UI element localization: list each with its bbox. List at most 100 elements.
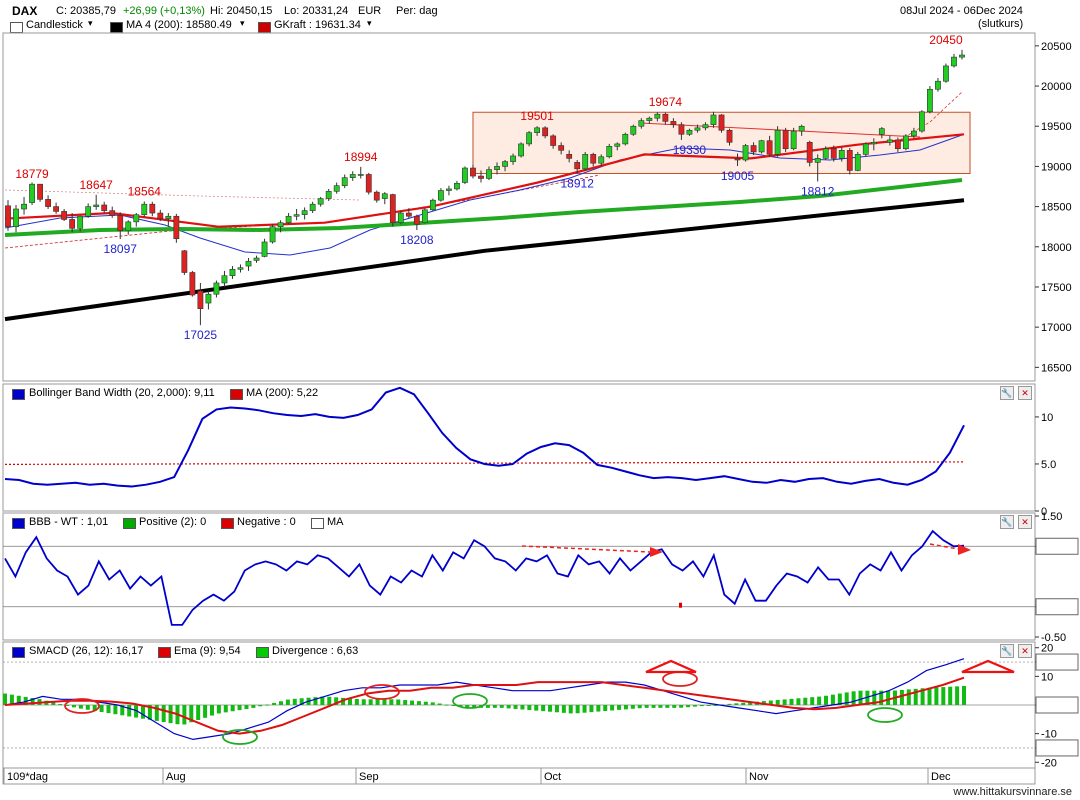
candle bbox=[125, 221, 132, 232]
bbw-y-tick-1: 5.0 bbox=[1041, 459, 1056, 471]
divergence-bar bbox=[127, 705, 132, 717]
candle bbox=[373, 191, 380, 201]
candle bbox=[45, 199, 51, 207]
candle bbox=[710, 114, 717, 125]
divergence-bar bbox=[548, 705, 553, 712]
bbb-arrow-head bbox=[650, 547, 663, 557]
divergence-bar bbox=[396, 699, 401, 705]
candle bbox=[550, 135, 557, 146]
divergence-bar bbox=[837, 693, 842, 705]
main-y-tick-4: 18500 bbox=[1041, 202, 1072, 214]
main-y-tick-5: 18000 bbox=[1041, 242, 1072, 254]
bbb-close-icon[interactable]: ✕ bbox=[1018, 515, 1032, 529]
candle bbox=[333, 185, 340, 192]
candle bbox=[894, 139, 901, 150]
divergence-bar bbox=[368, 699, 373, 705]
divergence-bar bbox=[934, 687, 939, 705]
main-y-tick-0: 20500 bbox=[1041, 41, 1072, 53]
candle bbox=[397, 212, 404, 223]
candle bbox=[854, 154, 861, 171]
bbw-ma-swatch bbox=[230, 389, 243, 400]
candle bbox=[277, 222, 284, 227]
price-annotation-0: 20450 bbox=[929, 33, 963, 47]
close-note: (slutkurs) bbox=[978, 18, 1024, 30]
green-ma-line bbox=[4, 178, 963, 237]
macd-settings-icon[interactable]: 🔧 bbox=[1000, 644, 1014, 658]
divergence-bar bbox=[603, 705, 608, 712]
candle bbox=[421, 209, 428, 223]
candle bbox=[694, 127, 701, 131]
macd-boxed-tick-0 bbox=[1035, 653, 1079, 671]
candle bbox=[149, 203, 156, 214]
divergence-bar bbox=[106, 705, 111, 714]
divergence-bar bbox=[906, 689, 911, 705]
candle bbox=[301, 210, 308, 215]
bbb-settings-icon[interactable]: 🔧 bbox=[1000, 515, 1014, 529]
macd-y-tick-6: -20 bbox=[1041, 757, 1057, 769]
divergence-bar bbox=[140, 705, 145, 719]
candle bbox=[117, 215, 124, 232]
candle bbox=[870, 142, 877, 145]
bbb-y-tick-3: -0.50 bbox=[1041, 632, 1066, 644]
candle bbox=[654, 113, 661, 119]
macd-boxed-tick-1 bbox=[1035, 696, 1079, 714]
divergence-bar bbox=[251, 705, 256, 708]
ema-line bbox=[4, 676, 965, 735]
candle bbox=[173, 215, 180, 240]
divergence-swatch bbox=[256, 647, 269, 658]
macd-y-tick-4: -10 bbox=[1041, 729, 1057, 741]
macd-close-icon[interactable]: ✕ bbox=[1018, 644, 1032, 658]
divergence-bar bbox=[748, 702, 753, 705]
legend-dropdown-icon: ▾ bbox=[240, 18, 245, 28]
divergence-bar bbox=[665, 705, 670, 708]
divergence-bar bbox=[582, 705, 587, 713]
bbb-trend-arrow-2 bbox=[929, 543, 959, 550]
candle bbox=[614, 143, 621, 147]
bbw-close-icon[interactable]: ✕ bbox=[1018, 386, 1032, 400]
divergence-bar bbox=[851, 691, 856, 705]
divergence-bar bbox=[872, 690, 877, 705]
positive-swatch bbox=[123, 518, 136, 529]
candle bbox=[213, 282, 220, 295]
candle bbox=[646, 117, 653, 121]
divergence-bar bbox=[727, 703, 732, 705]
bbw-settings-icon[interactable]: 🔧 bbox=[1000, 386, 1014, 400]
divergence-bar bbox=[16, 695, 21, 705]
candle bbox=[470, 167, 476, 177]
divergence-bar bbox=[644, 705, 649, 708]
candle bbox=[309, 203, 316, 211]
divergence-bar bbox=[237, 705, 242, 711]
candle bbox=[261, 241, 268, 257]
divergence-bar bbox=[99, 705, 104, 712]
divergence-bar bbox=[113, 705, 118, 715]
divergence-bar bbox=[796, 698, 801, 705]
divergence-bar bbox=[789, 698, 794, 705]
divergence-bar bbox=[810, 697, 815, 705]
divergence-bar bbox=[430, 702, 435, 705]
macd-triangle-marker bbox=[645, 659, 697, 674]
chart-header: DAX C: 20385,79 +26,99 (+0,13%) Hi: 2045… bbox=[0, 0, 1080, 34]
candle bbox=[413, 215, 420, 225]
candle bbox=[61, 211, 68, 220]
candle bbox=[526, 132, 532, 145]
candle bbox=[670, 121, 677, 125]
candle bbox=[53, 206, 60, 212]
bbb-legend-label: BBB - WT : 1,01 bbox=[29, 516, 109, 528]
upper-band-line bbox=[899, 91, 963, 141]
main-y-tick-6: 17500 bbox=[1041, 282, 1072, 294]
divergence-bar bbox=[285, 699, 290, 705]
price-change: +26,99 (+0,13%) bbox=[123, 5, 205, 17]
candle bbox=[221, 275, 228, 284]
negative-marker bbox=[679, 602, 682, 608]
candle bbox=[638, 120, 645, 127]
candle bbox=[943, 65, 949, 82]
divergence-legend-label: Divergence : 6,63 bbox=[272, 645, 359, 657]
divergence-bar bbox=[451, 705, 456, 706]
divergence-bar bbox=[313, 697, 318, 705]
main-y-tick-7: 17000 bbox=[1041, 322, 1072, 334]
main-y-tick-2: 19500 bbox=[1041, 121, 1072, 133]
positive-legend-label: Positive (2): 0 bbox=[139, 516, 207, 528]
time-axis-frame bbox=[2, 767, 1036, 785]
bbw-y-tick-0: 10 bbox=[1041, 412, 1053, 424]
